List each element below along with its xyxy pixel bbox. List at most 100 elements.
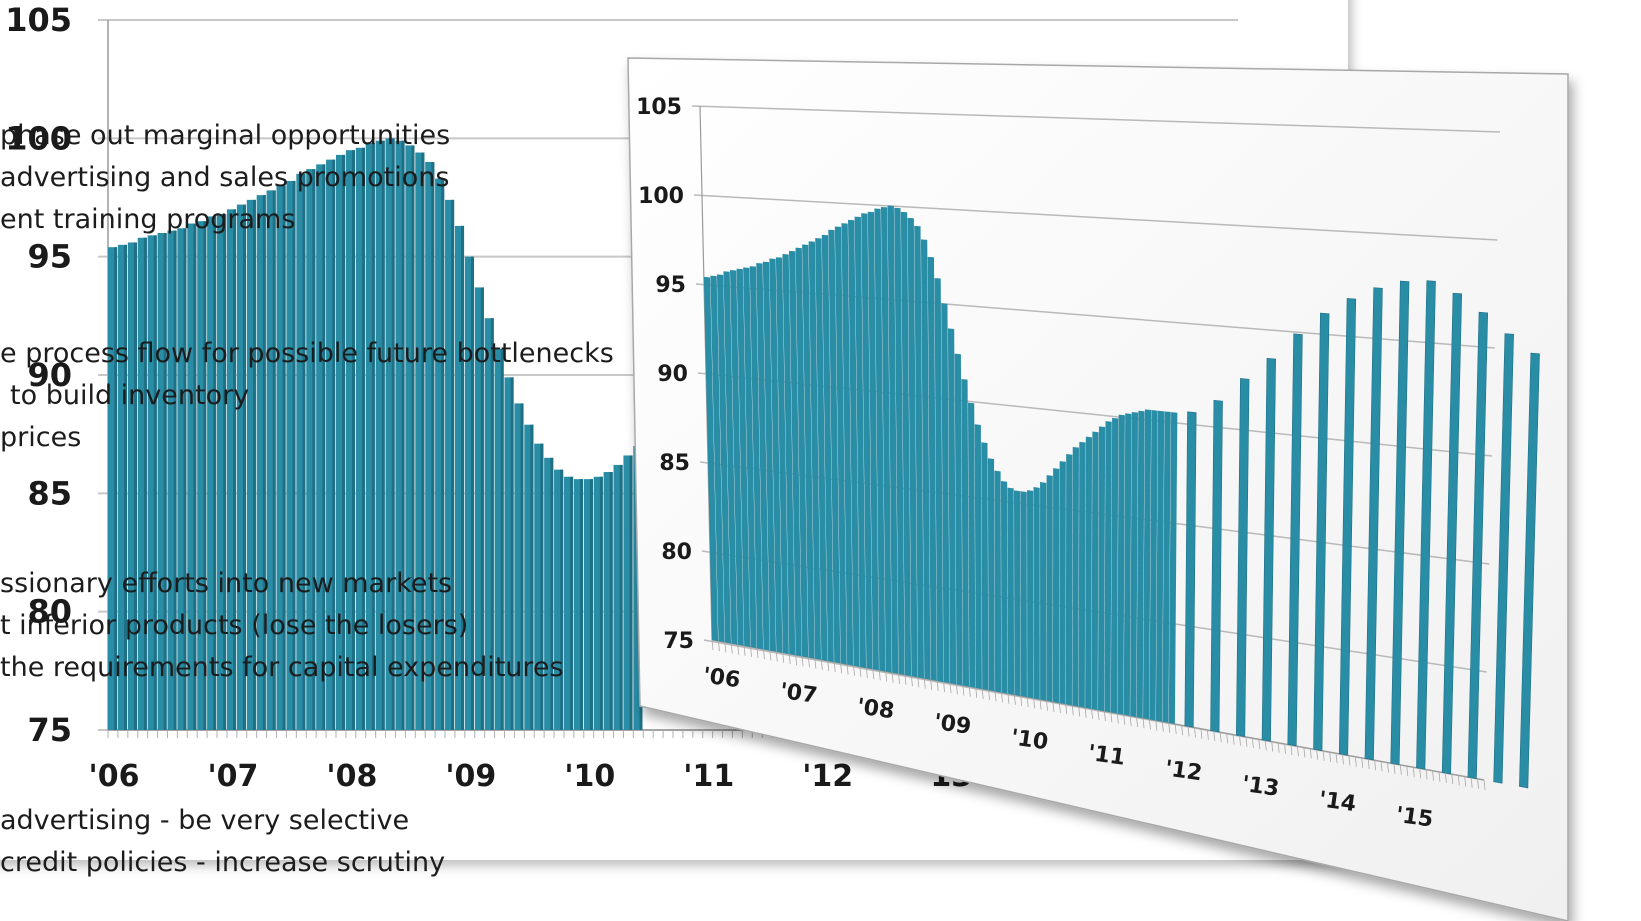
- bar-shade: [510, 377, 514, 730]
- bar-shade: [252, 199, 256, 730]
- y-tick-label: 100: [5, 119, 72, 157]
- y-tick-label: 95: [27, 238, 72, 276]
- bar: [484, 318, 494, 730]
- bullet-group-4: advertising - be very selective credit p…: [0, 800, 445, 884]
- x-tick: [1419, 768, 1422, 779]
- bar-shade: [411, 145, 415, 730]
- bar-shade: [282, 185, 286, 730]
- bar: [296, 173, 306, 731]
- bar: [326, 159, 336, 731]
- bullet-line: the requirements for capital expenditure…: [0, 652, 564, 683]
- bar-shade: [570, 476, 574, 730]
- bar: [454, 225, 465, 730]
- bar-shade: [262, 195, 266, 731]
- bar: [316, 164, 326, 730]
- bar-shade: [163, 233, 167, 730]
- bullet-line: advertising and sales promotions: [0, 162, 450, 193]
- bar: [236, 204, 246, 731]
- bar-shade: [272, 190, 276, 730]
- x-tick: [1380, 761, 1383, 772]
- bar: [583, 479, 593, 730]
- x-tick: [1432, 770, 1434, 781]
- bar: [554, 469, 564, 730]
- bar-shade: [133, 242, 137, 730]
- bar-shade: [589, 479, 593, 730]
- bullet-line: prices: [0, 422, 82, 453]
- bar-shade: [540, 443, 544, 730]
- bar: [266, 190, 276, 730]
- bar: [167, 230, 177, 730]
- x-tick-label: '11: [683, 759, 734, 794]
- x-tick: [1464, 776, 1467, 787]
- x-tick: [1393, 763, 1396, 774]
- x-tick-label: '10: [564, 759, 615, 794]
- bar: [207, 216, 217, 730]
- bar-shade: [470, 256, 474, 730]
- bar: [563, 476, 574, 730]
- bar-shade: [421, 152, 425, 731]
- bar: [256, 195, 266, 731]
- bar-shade: [629, 455, 633, 730]
- x-tick: [1445, 772, 1447, 784]
- bar-shade: [193, 223, 197, 731]
- bar: [375, 140, 385, 730]
- bar-shade: [332, 159, 336, 731]
- bar-shade: [203, 221, 207, 730]
- bar: [613, 464, 623, 730]
- x-tick-label: '07: [207, 759, 258, 794]
- bar: [197, 221, 207, 730]
- x-tick: [1348, 755, 1351, 766]
- bar-shade: [609, 472, 613, 730]
- bullet-group-2: e process flow for possible future bottl…: [0, 333, 614, 459]
- y-tick-label: 75: [27, 711, 72, 749]
- x-tick: [1412, 767, 1415, 778]
- bar-shade: [580, 479, 583, 730]
- x-tick-label: '09: [445, 759, 496, 794]
- bar: [445, 199, 455, 730]
- bar-shade: [490, 318, 494, 730]
- x-tick-label: '08: [326, 759, 377, 794]
- x-tick: [1470, 777, 1473, 788]
- bar: [494, 348, 504, 730]
- bar-shade: [550, 457, 554, 730]
- bullet-group-1: phase out marginal opportunities adverti…: [0, 115, 450, 241]
- bullet-line: phase out marginal opportunities: [0, 120, 451, 151]
- bar: [345, 150, 356, 730]
- x-tick-label: '12: [802, 759, 853, 794]
- bar-shade: [213, 216, 217, 730]
- y-tick-label: 105: [5, 1, 72, 39]
- bar: [405, 145, 415, 730]
- bar-shade: [143, 237, 147, 730]
- bar: [137, 237, 147, 730]
- bar: [474, 287, 484, 730]
- bullet-group-3: ssionary efforts into new markets t infe…: [0, 563, 564, 689]
- x-tick: [1367, 758, 1370, 770]
- bar-shade: [381, 140, 385, 730]
- bar: [355, 147, 365, 731]
- x-tick: [1406, 765, 1409, 777]
- bar: [226, 209, 237, 731]
- bar-shade: [292, 180, 296, 730]
- bar-shade: [302, 173, 306, 731]
- bar-shade: [312, 169, 316, 731]
- x-tick: [1425, 769, 1428, 780]
- bar-shade: [619, 464, 623, 730]
- bar-shade: [451, 199, 455, 730]
- bar-shade: [371, 143, 375, 731]
- bar: [425, 162, 435, 730]
- bar-shade: [560, 469, 564, 730]
- bar: [573, 479, 583, 730]
- bullet-line: ssionary efforts into new markets: [0, 568, 453, 599]
- x-tick-label: '13: [921, 759, 972, 794]
- bar-shade: [114, 247, 118, 730]
- bar: [147, 235, 157, 730]
- bar-shade: [361, 147, 365, 731]
- bar-shade: [243, 204, 246, 731]
- bar-shade: [124, 244, 128, 730]
- bullet-line: credit policies - increase scrutiny: [0, 847, 446, 878]
- bullet-line: ent training programs: [0, 204, 296, 235]
- bar: [514, 403, 524, 730]
- projection-bar: [1519, 352, 1540, 789]
- y-tick-label: 90: [27, 356, 72, 394]
- x-tick: [1483, 779, 1486, 791]
